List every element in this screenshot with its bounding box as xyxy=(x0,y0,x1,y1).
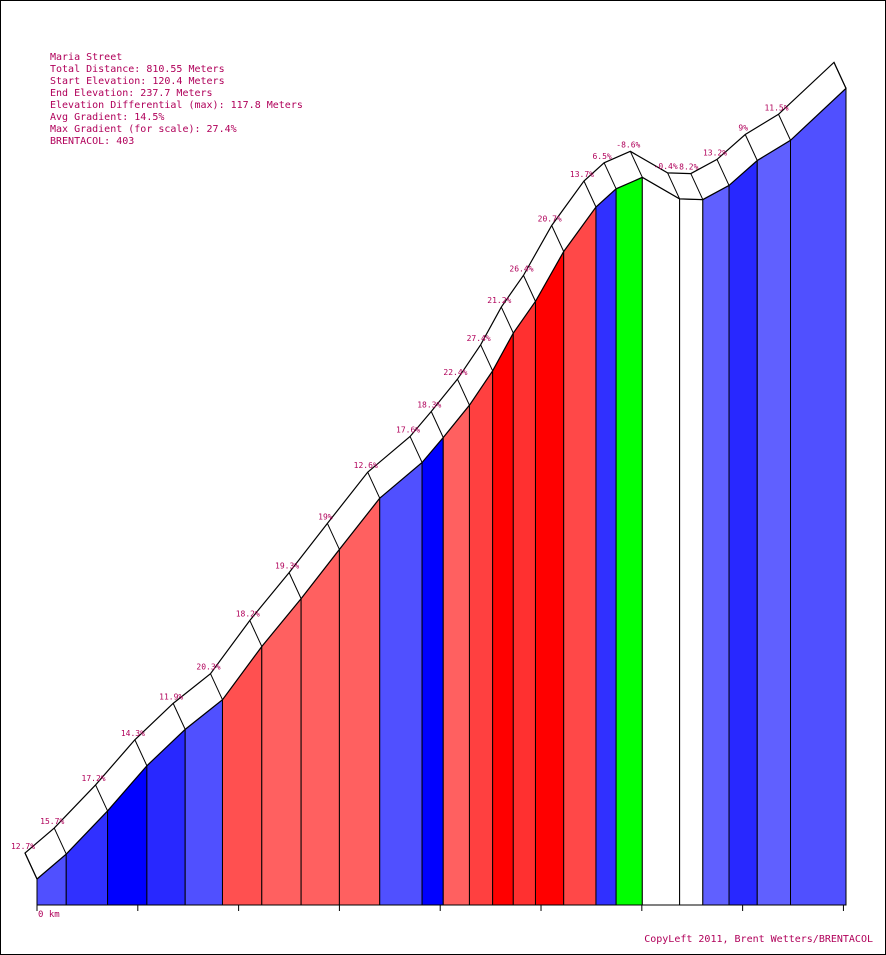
grade-label: 20.7% xyxy=(538,214,562,223)
start-elevation: Start Elevation: 120.4 Meters xyxy=(50,76,225,87)
segment-bar xyxy=(615,176,643,906)
segment-bar xyxy=(421,436,444,906)
grade-label: 20.3% xyxy=(196,663,220,672)
grade-label: 14.3% xyxy=(121,729,145,738)
road-band-divider xyxy=(603,162,617,190)
road-band-divider xyxy=(24,852,38,880)
road-band-divider xyxy=(172,703,186,730)
grade-label: 6.5% xyxy=(592,152,611,161)
road-band-divider xyxy=(367,471,381,499)
grade-label: 21.2% xyxy=(487,296,511,305)
end-elevation: End Elevation: 237.7 Meters xyxy=(50,88,213,99)
road-band-divider xyxy=(430,411,444,438)
road-band-divider xyxy=(134,739,148,766)
grade-label: 13.2% xyxy=(703,148,727,157)
grade-label: 26.4% xyxy=(509,264,533,273)
road-band-divider xyxy=(744,134,758,161)
grade-label: 15.7% xyxy=(40,817,64,826)
road-band-divider xyxy=(629,151,643,178)
grade-label: 13.7% xyxy=(570,170,594,179)
total-distance: Total Distance: 810.55 Meters xyxy=(50,64,225,75)
segment-bar xyxy=(728,159,758,906)
road-band-divider xyxy=(288,572,302,599)
segment-bar xyxy=(261,597,302,906)
grade-label: 9% xyxy=(738,123,748,132)
grade-label: 27.4% xyxy=(467,334,491,343)
road-band-divider xyxy=(326,523,340,550)
grade-label: 8.2% xyxy=(679,163,698,172)
road-band-divider xyxy=(667,172,681,200)
road-band-divider xyxy=(716,159,730,186)
segment-bar xyxy=(679,198,704,906)
grade-label: -8.6% xyxy=(616,140,640,149)
segment-bar xyxy=(534,249,565,906)
segment-bar xyxy=(641,176,681,906)
segment-bar xyxy=(595,187,617,906)
brentacol-score: BRENTACOL: 403 xyxy=(50,136,135,147)
max-gradient: Max Gradient (for scale): 27.4% xyxy=(50,124,237,135)
grade-label: -0.4% xyxy=(654,162,678,171)
segment-bar xyxy=(379,461,423,906)
segment-bar xyxy=(512,299,536,906)
road-band-divider xyxy=(523,275,536,302)
road-band-divider xyxy=(249,620,263,647)
grade-label: 18.3% xyxy=(417,401,441,410)
segment-bar xyxy=(300,547,340,906)
route-title: Maria Street xyxy=(50,52,123,63)
segment-bar xyxy=(468,369,494,906)
grade-label: 12.7% xyxy=(11,842,35,851)
segment-bar xyxy=(702,184,730,906)
road-band-divider xyxy=(778,114,791,141)
grade-label: 22.4% xyxy=(443,368,467,377)
road-band-divider xyxy=(409,436,423,463)
avg-gradient: Avg Gradient: 14.5% xyxy=(50,112,165,123)
grade-label: 11.9% xyxy=(159,692,183,701)
road-band-divider xyxy=(690,173,704,200)
road-band-divider xyxy=(551,225,565,252)
grade-label: 19.3% xyxy=(275,562,299,571)
segment-bar xyxy=(790,87,847,906)
x-origin-label: 0 km xyxy=(38,910,60,920)
route-info: Maria Street Total Distance: 810.55 Mete… xyxy=(50,52,303,148)
road-band-divider xyxy=(500,306,514,334)
segment-bar xyxy=(442,403,470,906)
grade-label: 18.2% xyxy=(236,609,260,618)
grade-label: 12.6% xyxy=(354,461,378,470)
grade-label: 19% xyxy=(318,512,333,521)
road-band-divider xyxy=(480,344,494,371)
segment-bar xyxy=(184,698,223,906)
road-band-divider xyxy=(456,378,470,406)
road-band-divider xyxy=(210,673,223,700)
segment-bar xyxy=(563,205,597,906)
road-band-divider xyxy=(53,827,67,855)
segment-bar xyxy=(756,139,792,906)
grade-label: 17.6% xyxy=(396,425,420,434)
grade-label: 11.5% xyxy=(764,103,788,112)
road-band-divider xyxy=(95,784,109,812)
elevation-differential: Elevation Differential (max): 117.8 Mete… xyxy=(50,100,303,111)
segment-bar xyxy=(492,332,514,906)
copyright-footer: CopyLeft 2011, Brent Wetters/BRENTACOL xyxy=(644,934,873,945)
grade-label: 17.2% xyxy=(82,774,106,783)
segment-bar xyxy=(338,496,381,906)
road-band-divider xyxy=(583,180,597,208)
road-band-divider xyxy=(833,62,847,89)
